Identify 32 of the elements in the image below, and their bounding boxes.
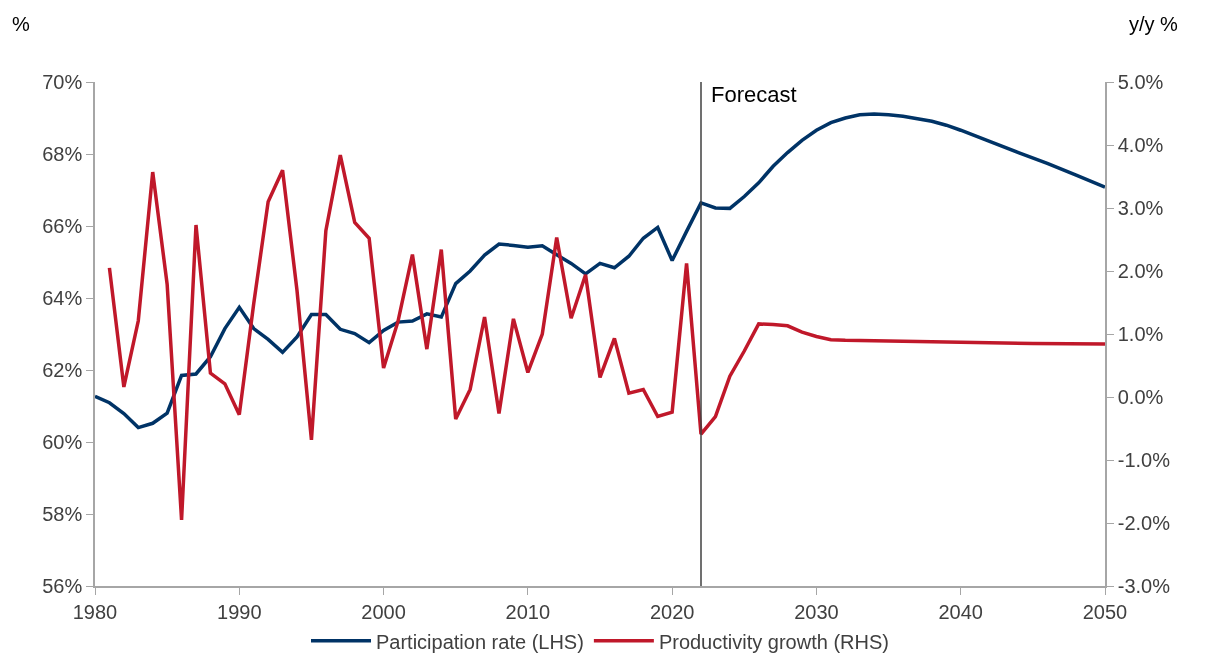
y2-tick-label: 2.0% — [1117, 260, 1164, 282]
x-tick-label: 1990 — [217, 600, 262, 623]
y2-tick-label: 0.0% — [1117, 386, 1164, 408]
legend-label: Participation rate (LHS) — [376, 630, 584, 653]
y-tick-label: 56% — [42, 575, 83, 597]
y2-tick-label: 5.0% — [1117, 71, 1164, 93]
y2-tick-label: 3.0% — [1117, 197, 1164, 219]
y-tick-label: 58% — [42, 503, 83, 525]
x-tick-label: 2000 — [361, 600, 406, 623]
y-tick-label: 60% — [42, 431, 83, 453]
x-tick-label: 2030 — [794, 600, 839, 623]
y2-tick-label: 4.0% — [1117, 134, 1164, 156]
x-tick-label: 2050 — [1082, 600, 1128, 623]
y-axis-title: % — [12, 13, 30, 35]
y-tick-label: 68% — [42, 143, 83, 165]
legend-label: Productivity growth (RHS) — [658, 630, 889, 653]
line-series — [107, 153, 1105, 522]
x-tick-label: 1980 — [72, 600, 118, 623]
x-tick-label: 2010 — [505, 600, 551, 623]
y2-tick-label: -2.0% — [1117, 512, 1171, 534]
y2-axis-title: y/y % — [1129, 13, 1179, 35]
y2-tick-label: 1.0% — [1117, 323, 1164, 345]
ref-line-label: Forecast — [711, 82, 797, 107]
line-series — [95, 112, 1105, 430]
x-tick-label: 2020 — [649, 600, 695, 623]
y-tick-label: 70% — [42, 71, 83, 93]
x-tick-label: 2040 — [938, 600, 983, 623]
y2-tick-label: -3.0% — [1117, 575, 1171, 597]
y-tick-label: 62% — [42, 359, 83, 381]
y-tick-label: 66% — [42, 215, 83, 237]
y2-tick-label: -1.0% — [1117, 449, 1171, 471]
y-tick-label: 64% — [42, 287, 83, 309]
